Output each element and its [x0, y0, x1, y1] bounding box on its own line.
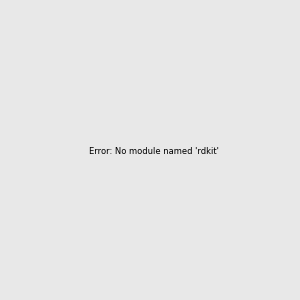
Text: Error: No module named 'rdkit': Error: No module named 'rdkit' — [89, 147, 219, 156]
